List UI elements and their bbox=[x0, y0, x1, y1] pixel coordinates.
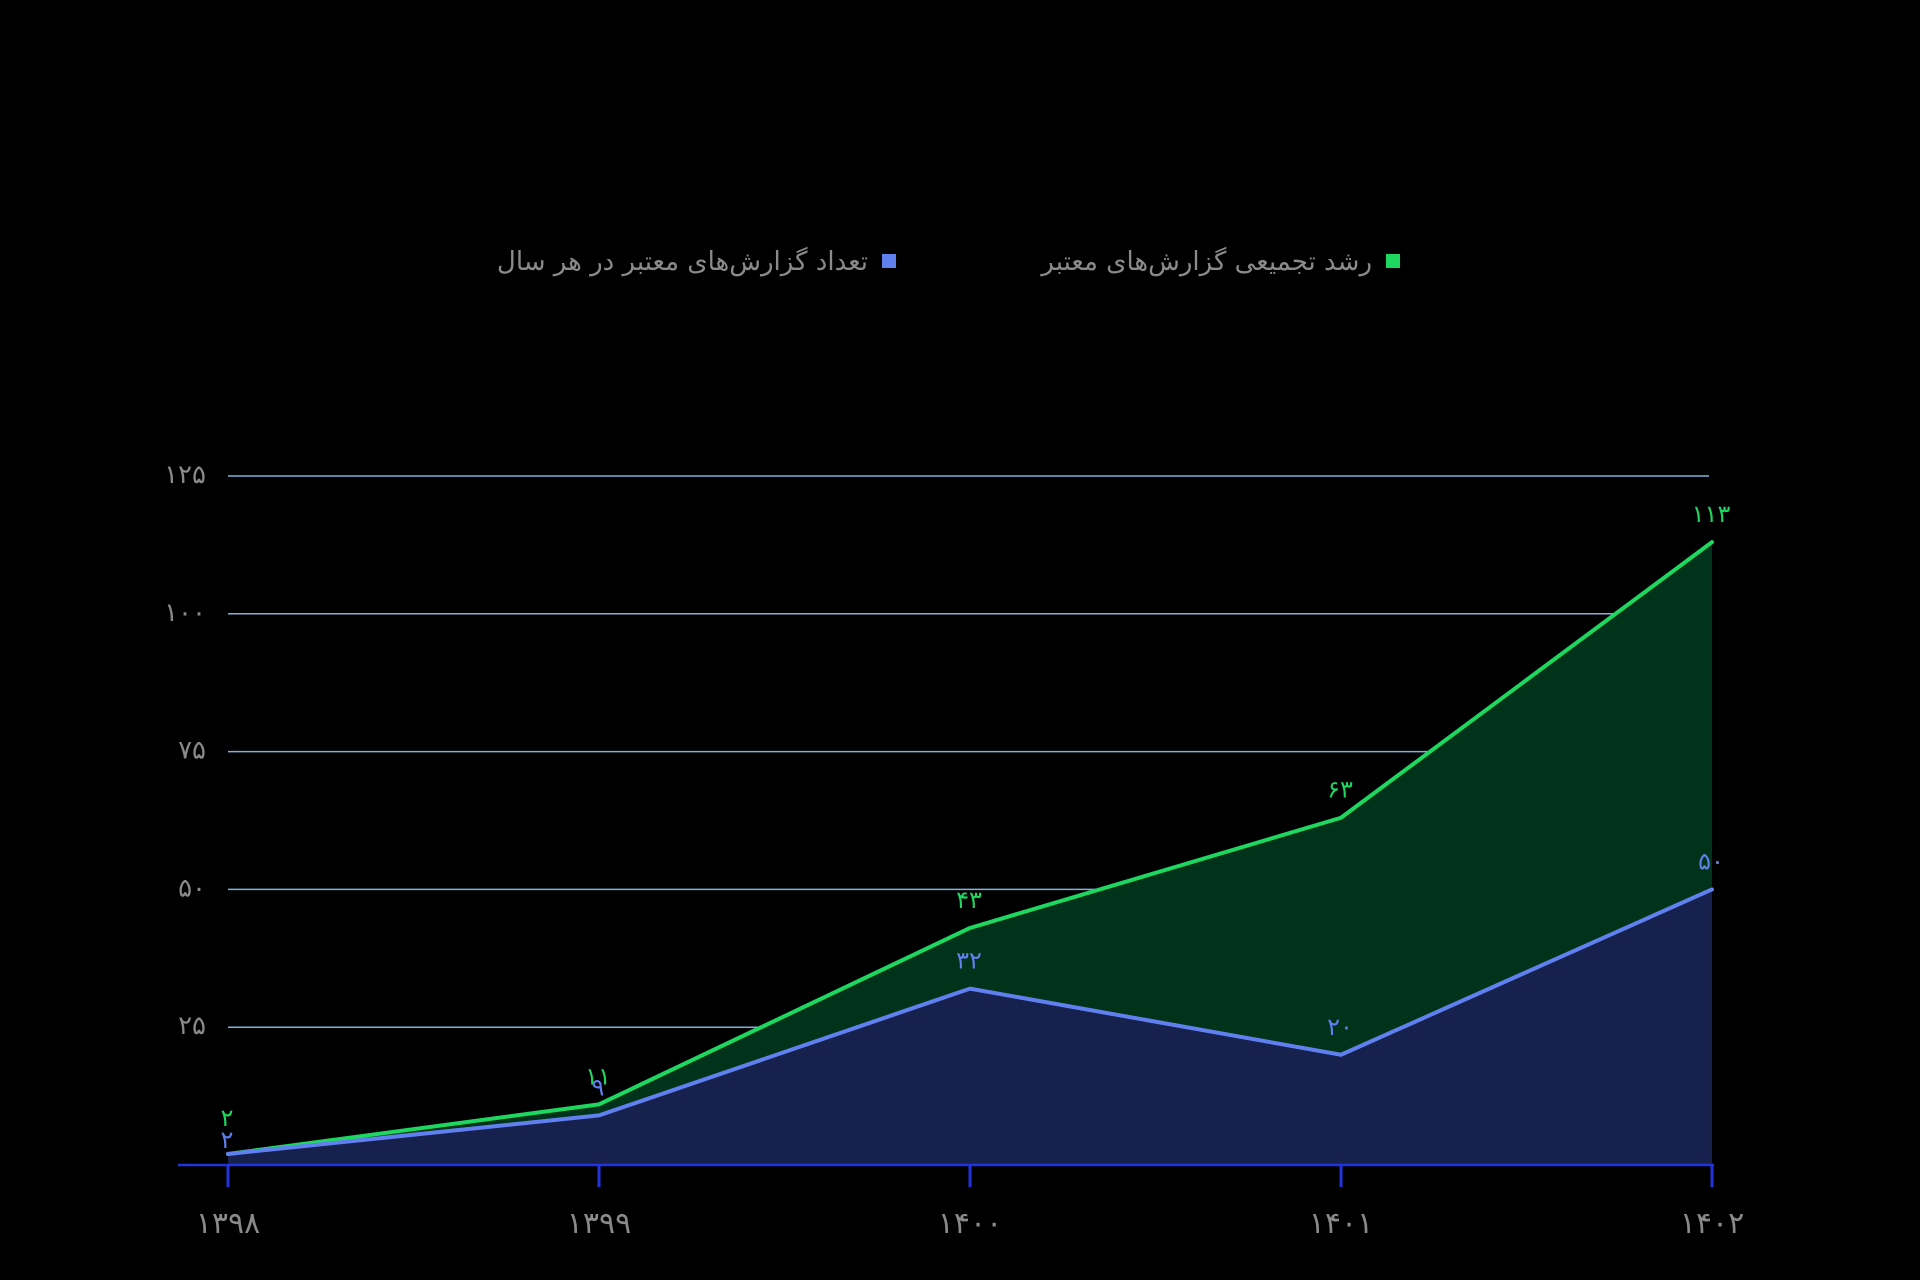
x-tick-label: ۱۳۹۹ bbox=[567, 1206, 631, 1241]
legend-label: رشد تجمیعی گزارش‌های معتبر bbox=[1039, 246, 1372, 277]
data-label-series-2: ۳۲ bbox=[956, 947, 982, 975]
series-line-1 bbox=[226, 540, 1714, 1156]
legend-entry-2: تعداد گزارش‌های معتبر در هر سال bbox=[497, 246, 896, 277]
area-fill-series-1 bbox=[228, 542, 1712, 1165]
series-lines bbox=[226, 540, 1714, 1156]
y-tick-label: ۲۵ bbox=[178, 1011, 206, 1041]
x-axis bbox=[178, 1163, 1714, 1187]
series-line-2 bbox=[226, 887, 1714, 1156]
data-label-series-1: ۲ bbox=[221, 1104, 234, 1132]
y-tick-label: ۵۰ bbox=[178, 873, 206, 903]
area-fill-series-2 bbox=[228, 889, 1712, 1165]
data-label-series-1: ۱۱۳ bbox=[1692, 500, 1731, 528]
y-tick-label: ۷۵ bbox=[178, 736, 206, 766]
x-tick-label: ۱۴۰۲ bbox=[1680, 1206, 1744, 1241]
data-label-series-1: ۴۳ bbox=[956, 886, 982, 914]
data-label-series-2: ۹ bbox=[592, 1073, 605, 1101]
y-axis-tick-labels: ۲۵ ۵۰ ۷۵ ۱۰۰ ۱۲۵ bbox=[164, 460, 206, 1041]
x-tick-label: ۱۳۹۸ bbox=[196, 1206, 260, 1241]
legend-swatch bbox=[1386, 254, 1400, 268]
legend-swatch bbox=[882, 254, 896, 268]
x-axis-tick-labels: ۱۳۹۸ ۱۳۹۹ ۱۴۰۰ ۱۴۰۱ ۱۴۰۲ bbox=[196, 1206, 1744, 1241]
data-label-series-2: ۵۰ bbox=[1698, 847, 1724, 875]
data-label-series-2: ۲ bbox=[221, 1126, 234, 1154]
x-tick-label: ۱۴۰۱ bbox=[1309, 1206, 1373, 1241]
x-tick-label: ۱۴۰۰ bbox=[938, 1206, 1002, 1241]
data-labels: ۲ ۱۱ ۴۳ ۶۳ ۱۱۳ ۲ ۹ ۳۲ ۲۰ ۵۰ bbox=[221, 500, 1731, 1154]
data-label-series-2: ۲۰ bbox=[1327, 1013, 1353, 1041]
legend: رشد تجمیعی گزارش‌های معتبر تعداد گزارش‌ها… bbox=[497, 246, 1400, 277]
data-label-series-1: ۶۳ bbox=[1327, 776, 1353, 804]
y-tick-label: ۱۲۵ bbox=[164, 460, 206, 490]
area-fills bbox=[228, 542, 1712, 1165]
legend-label: تعداد گزارش‌های معتبر در هر سال bbox=[497, 246, 868, 277]
data-label-series-1: ۱۱ bbox=[585, 1062, 611, 1090]
y-tick-label: ۱۰۰ bbox=[164, 598, 206, 628]
legend-entry-1: رشد تجمیعی گزارش‌های معتبر bbox=[1039, 246, 1400, 277]
